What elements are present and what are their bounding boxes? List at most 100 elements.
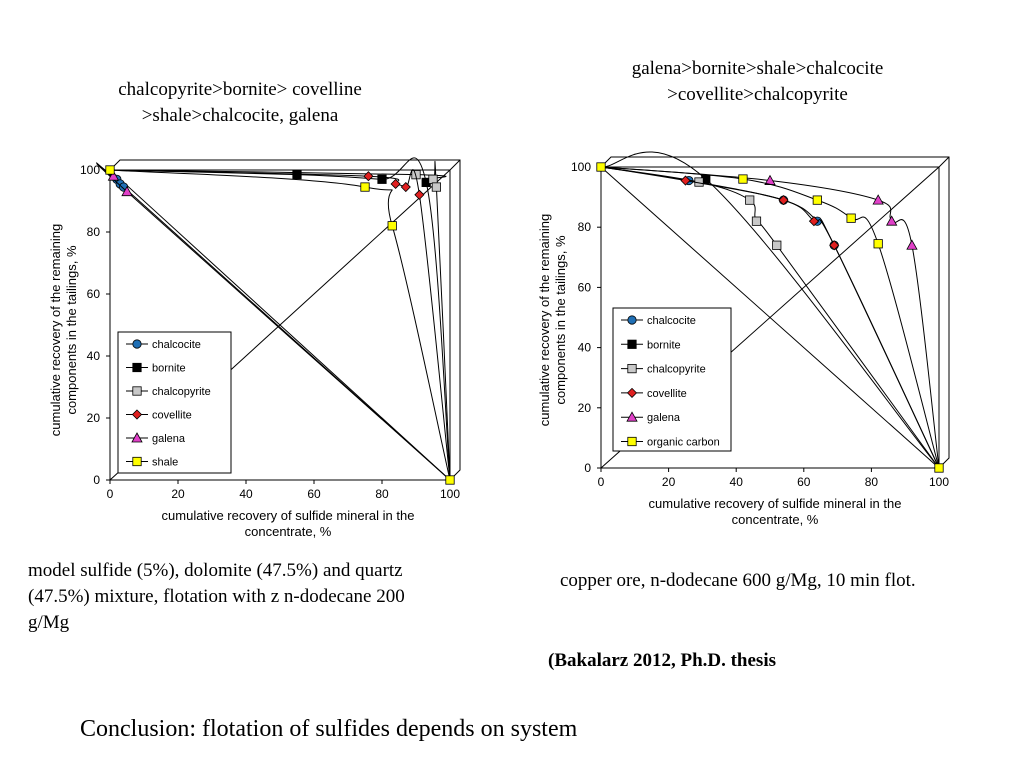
left-point-galena (107, 170, 120, 181)
right-legend-marker-organic-carbon (627, 436, 637, 447)
left-legend-label-galena: galena (152, 433, 186, 445)
left-point-chalcopyrite (431, 182, 442, 192)
right-legend-marker-chalcocite (627, 315, 637, 325)
right-y-tick-label: 20 (578, 401, 592, 415)
left-point-covellite (390, 178, 401, 190)
left-x-axis-label-line2: concentrate, % (245, 524, 332, 539)
left-x-tick-label: 20 (171, 487, 185, 501)
left-x-axis-label: cumulative recovery of sulfide mineral i… (162, 508, 415, 539)
left-legend-marker-chalcocite (132, 339, 142, 349)
right-legend (612, 307, 732, 452)
right-y-axis-label-line1: cumulative recovery of the remaining (537, 214, 552, 426)
left-legend (117, 331, 232, 474)
left-y-axis-label: cumulative recovery of the remainingcomp… (48, 224, 79, 436)
right-x-tick-label: 0 (598, 475, 605, 489)
right-plot-corner (938, 156, 950, 168)
left-legend-marker-chalcopyrite (132, 386, 142, 396)
left-legend-marker-galena (131, 432, 143, 443)
left-y-tick-label: 60 (87, 287, 101, 301)
left-legend-marker-covellite (131, 409, 143, 420)
left-point-covellite (414, 189, 425, 200)
left-point-covellite (400, 181, 411, 193)
right-x-axis-label-line2: concentrate, % (732, 512, 819, 527)
left-y-tick-label: 40 (87, 349, 101, 363)
right-legend-marker-bornite (627, 339, 637, 349)
right-point-galena (872, 194, 884, 205)
left-y-axis-label-line1: cumulative recovery of the remaining (48, 224, 63, 436)
right-chart-title: galena>bornite>shale>chalcocite >covelli… (580, 56, 935, 108)
left-point-shale (360, 182, 370, 192)
right-point-chalcopyrite (751, 216, 762, 226)
left-x-tick-label: 0 (107, 487, 114, 501)
left-x-tick-label: 60 (307, 487, 321, 501)
right-legend-label-chalcocite: chalcocite (647, 315, 696, 327)
right-x-tick-label: 100 (929, 475, 949, 489)
right-point-galena (906, 239, 918, 250)
left-legend-label-chalcocite: chalcocite (152, 339, 201, 351)
left-y-tick-label: 100 (80, 163, 100, 177)
right-point-covellite (808, 216, 820, 227)
left-plot-corner (449, 159, 461, 171)
left-y-axis-label-line2: components in the tailings, % (64, 245, 79, 415)
left-legend-label-chalcopyrite: chalcopyrite (152, 386, 211, 398)
right-legend-label-organic-carbon: organic carbon (647, 437, 720, 449)
right-point-organic-carbon (873, 239, 883, 249)
right-y-tick-label: 80 (578, 220, 592, 234)
left-y-tick-label: 80 (87, 225, 101, 239)
right-legend-marker-covellite (626, 387, 638, 398)
right-legend-marker-chalcopyrite (627, 363, 637, 374)
left-antidiagonal (109, 169, 451, 481)
left-legend-label-covellite: covellite (152, 410, 192, 422)
left-point-bornite (377, 174, 387, 184)
right-y-tick-label: 40 (578, 341, 592, 355)
left-legend-label-shale: shale (152, 457, 178, 469)
right-legend-label-chalcopyrite: chalcopyrite (647, 364, 706, 376)
right-y-tick-label: 100 (571, 160, 591, 174)
left-x-tick-label: 100 (440, 487, 460, 501)
right-x-axis-label: cumulative recovery of sulfide mineral i… (649, 496, 902, 527)
citation: (Bakalarz 2012, Ph.D. thesis (548, 650, 776, 671)
left-point-shale (387, 221, 397, 231)
right-endpoint-end (934, 463, 944, 473)
left-caption: model sulfide (5%), dolomite (47.5%) and… (28, 558, 498, 636)
left-x-axis-label-line1: cumulative recovery of sulfide mineral i… (162, 508, 415, 523)
left-point-chalcopyrite (428, 174, 438, 184)
left-endpoint-start (105, 165, 115, 175)
conclusion: Conclusion: flotation of sulfides depend… (80, 716, 578, 742)
left-chart-title-line2: >shale>chalcocite, galena (141, 105, 339, 126)
right-point-organic-carbon (812, 195, 822, 205)
right-point-galena (886, 215, 898, 226)
right-point-chalcopyrite (745, 195, 755, 205)
left-chart-title-line1: chalcopyrite>bornite> covelline (118, 79, 362, 100)
right-point-covellite (829, 240, 840, 251)
right-legend-label-galena: galena (647, 412, 681, 424)
right-chart-title-line2: >covellite>chalcopyrite (667, 84, 848, 105)
right-point-organic-carbon (846, 213, 856, 223)
right-chart-title-line1: galena>bornite>shale>chalcocite (631, 58, 884, 79)
right-endpoint-start (596, 162, 606, 172)
right-y-axis-label: cumulative recovery of the remainingcomp… (537, 214, 568, 426)
left-series-line-covellite (109, 169, 451, 481)
left-y-tick-label: 0 (93, 473, 100, 487)
left-y-tick-label: 20 (87, 411, 101, 425)
right-legend-label-bornite: bornite (647, 339, 681, 351)
right-x-tick-label: 60 (797, 475, 811, 489)
right-y-axis-label-line2: components in the tailings, % (553, 235, 568, 405)
left-plot-frame (109, 169, 451, 481)
right-y-tick-label: 0 (584, 461, 591, 475)
right-caption: copper ore, n-dodecane 600 g/Mg, 10 min … (560, 570, 916, 591)
right-point-covellite (680, 175, 691, 186)
left-x-tick-label: 40 (239, 487, 253, 501)
right-x-tick-label: 20 (662, 475, 676, 489)
left-point-covellite (363, 171, 374, 182)
right-series-line-galena (600, 166, 940, 469)
left-legend-label-bornite: bornite (152, 363, 186, 375)
right-series-line-organic-carbon (600, 166, 940, 469)
left-point-bornite (292, 170, 302, 180)
left-caption-line3: g/Mg (28, 612, 70, 633)
right-x-axis-label-line1: cumulative recovery of sulfide mineral i… (649, 496, 902, 511)
right-point-organic-carbon (738, 174, 748, 184)
right-series-line-bornite (600, 151, 940, 469)
left-point-galena (121, 185, 133, 197)
